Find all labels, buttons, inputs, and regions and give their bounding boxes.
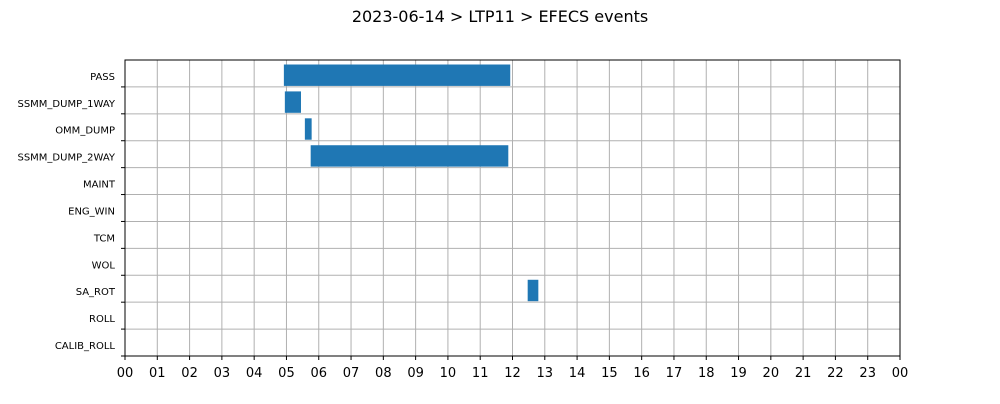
- event-bar: [527, 279, 539, 302]
- x-tick-label: 14: [569, 366, 586, 381]
- x-tick-label: 13: [537, 366, 554, 381]
- y-tick-label: ROLL: [89, 314, 115, 325]
- event-bar: [284, 91, 301, 113]
- y-tick-label: TCM: [93, 233, 115, 244]
- x-tick-label: 21: [795, 366, 812, 381]
- y-tick-label: SA_ROT: [76, 287, 116, 298]
- x-tick-label: 02: [181, 366, 198, 381]
- x-tick-label: 00: [117, 366, 134, 381]
- x-tick-label: 20: [763, 366, 780, 381]
- y-tick-label: WOL: [92, 260, 116, 271]
- x-axis: 00 01 02 03 04 05 06 07 08 09 10 11 12 13 14 15 16 17 18 19…: [117, 356, 909, 381]
- x-tick-label: 08: [375, 366, 392, 381]
- x-tick-label: 23: [859, 366, 876, 381]
- y-tick-label: SSMM_DUMP_2WAY: [17, 153, 115, 164]
- y-tick-label: PASS: [90, 72, 115, 83]
- x-tick-label: 00: [892, 366, 909, 381]
- bar-layer: [283, 64, 539, 302]
- x-tick-label: 05: [278, 366, 295, 381]
- x-tick-label: 18: [698, 366, 715, 381]
- x-tick-label: 06: [310, 366, 327, 381]
- x-tick-label: 03: [214, 366, 231, 381]
- event-bar: [304, 118, 312, 140]
- y-axis: PASS SSMM_DUMP_1WAY OMM_DUMP SSMM_DUMP_2WAY…: [17, 72, 125, 357]
- x-tick-label: 11: [472, 366, 489, 381]
- x-tick-label: 04: [246, 366, 263, 381]
- chart-title: 2023-06-14 > LTP11 > EFECS events: [352, 7, 648, 26]
- x-tick-label: 19: [730, 366, 747, 381]
- y-tick-label: OMM_DUMP: [55, 126, 115, 137]
- y-tick-label: ENG_WIN: [68, 206, 115, 217]
- x-tick-label: 15: [601, 366, 618, 381]
- x-tick-label: 22: [827, 366, 844, 381]
- y-tick-label: SSMM_DUMP_1WAY: [17, 99, 115, 110]
- y-tick-label: CALIB_ROLL: [55, 341, 116, 352]
- x-tick-label: 12: [504, 366, 521, 381]
- x-tick-label: 07: [343, 366, 360, 381]
- x-tick-label: 17: [666, 366, 683, 381]
- x-tick-label: 09: [407, 366, 424, 381]
- x-tick-label: 10: [440, 366, 457, 381]
- x-tick-label: 16: [633, 366, 650, 381]
- y-tick-label: MAINT: [83, 180, 116, 191]
- event-bar: [310, 145, 509, 167]
- x-tick-label: 01: [149, 366, 166, 381]
- event-bar: [283, 64, 511, 86]
- grid-layer: [124, 60, 901, 357]
